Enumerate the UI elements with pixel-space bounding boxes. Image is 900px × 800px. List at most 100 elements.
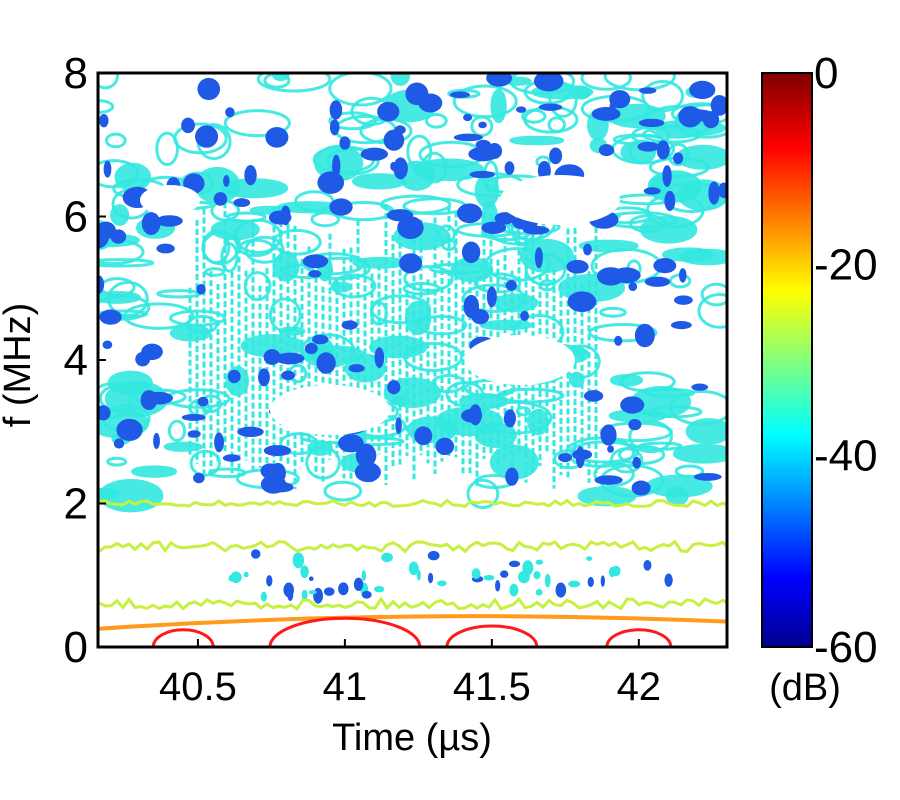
contour-minus50 — [395, 417, 402, 434]
contour-minus50 — [156, 243, 175, 254]
contour-minus50 — [275, 352, 305, 365]
contour-minus50 — [270, 462, 286, 484]
contour-gap — [465, 335, 575, 385]
contour-minus50 — [263, 349, 281, 365]
contour-minus50 — [538, 103, 563, 111]
contour-gap — [270, 385, 390, 435]
contour-minus50 — [405, 82, 429, 106]
contour-minus15 — [98, 614, 727, 631]
contour-minus50 — [187, 430, 201, 438]
contour-minus25 — [98, 539, 727, 554]
contour-minus50 — [469, 170, 495, 179]
contour-minus50 — [312, 334, 329, 345]
contour-minus40 — [509, 583, 519, 597]
contour-minus40 — [495, 579, 501, 592]
contour-minus40 — [628, 420, 673, 454]
contour-minus50 — [674, 295, 693, 305]
contour-minus40 — [641, 80, 685, 113]
contour-minus40 — [278, 326, 306, 336]
contour-minus50 — [135, 352, 151, 367]
colorbar — [761, 72, 813, 648]
contour-minus40 — [471, 568, 481, 580]
contour-minus50 — [140, 390, 158, 411]
contour-minus50 — [718, 182, 727, 199]
contour-minus40 — [617, 444, 666, 465]
contour-minus50 — [196, 283, 206, 295]
contour-minus40 — [163, 441, 203, 452]
contour-minus40 — [106, 456, 128, 467]
colorbar-label: (dB) — [769, 667, 841, 709]
contour-minus50 — [656, 140, 670, 160]
contour-minus50 — [355, 443, 377, 468]
contour-minus50 — [258, 368, 270, 387]
contour-minus40 — [131, 465, 178, 478]
contour-minus50 — [591, 107, 621, 121]
contour-minus50 — [348, 364, 365, 373]
contour-minus50 — [98, 405, 111, 421]
contour-minus40 — [515, 406, 532, 417]
contour-minus50 — [469, 404, 482, 426]
contour-minus40 — [568, 580, 581, 588]
contour-minus40 — [697, 292, 727, 329]
contour-minus40 — [204, 267, 226, 277]
contour-minus50 — [620, 396, 645, 414]
contour-minus40 — [509, 135, 565, 146]
contour-minus40 — [603, 73, 676, 92]
contour-minus50 — [265, 127, 289, 148]
contour-minus50 — [583, 243, 592, 256]
contour-minus40 — [250, 549, 261, 559]
contour-minus40 — [416, 569, 421, 581]
contour-minus50 — [644, 276, 671, 287]
y-tick-label: 8 — [64, 49, 88, 98]
contour-minus50 — [449, 91, 470, 99]
contour-minus50 — [304, 342, 318, 355]
contour-minus50 — [453, 133, 484, 142]
contour-minus50 — [662, 165, 672, 187]
contour-minus40 — [308, 576, 314, 581]
contour-minus50 — [463, 113, 473, 122]
contour-minus50 — [197, 77, 221, 101]
contour-minus50 — [222, 454, 241, 462]
contour-minus50 — [393, 157, 408, 180]
contour-minus40 — [308, 590, 317, 595]
contour-minus40 — [313, 587, 324, 604]
contour-minus50 — [316, 352, 336, 374]
contour-minus40 — [266, 575, 273, 587]
contour-minus40 — [676, 144, 727, 170]
contour-minus50 — [225, 107, 235, 118]
contour-gap — [500, 175, 620, 225]
contour-minus40 — [425, 112, 448, 129]
contour-minus40 — [328, 73, 393, 107]
contour-minus40 — [662, 247, 715, 262]
contour-minus50 — [468, 146, 498, 162]
contour-area — [98, 73, 727, 647]
contour-minus50 — [583, 390, 604, 402]
contour-minus50 — [558, 452, 573, 463]
contour-minus50 — [233, 198, 251, 208]
contour-minus40 — [167, 419, 187, 442]
contour-minus50 — [478, 121, 487, 129]
contour-minus50 — [520, 310, 529, 321]
contour-minus50 — [332, 154, 341, 178]
colorbar-tick-label: -20 — [814, 240, 878, 289]
contour-minus40 — [408, 561, 419, 576]
x-tick-label: 41 — [323, 665, 368, 709]
contour-minus50 — [672, 152, 684, 165]
contour-minus40 — [535, 589, 543, 596]
contour-minus50 — [678, 268, 687, 283]
contour-minus50 — [631, 480, 651, 496]
contour-minus50 — [628, 418, 642, 431]
contour-minus40 — [323, 480, 363, 502]
contour-minus5 — [151, 628, 215, 647]
contour-minus50 — [113, 438, 125, 449]
contour-minus40 — [189, 449, 221, 477]
contour-minus40 — [587, 576, 594, 588]
contour-minus40 — [664, 573, 673, 587]
contour-minus40 — [642, 125, 702, 144]
contour-minus40 — [98, 258, 155, 268]
x-tick-label: 41.5 — [453, 665, 531, 709]
contour-minus40 — [323, 587, 335, 596]
contour-minus50 — [153, 432, 160, 450]
contour-minus40 — [580, 73, 633, 91]
contour-minus50 — [689, 80, 716, 100]
